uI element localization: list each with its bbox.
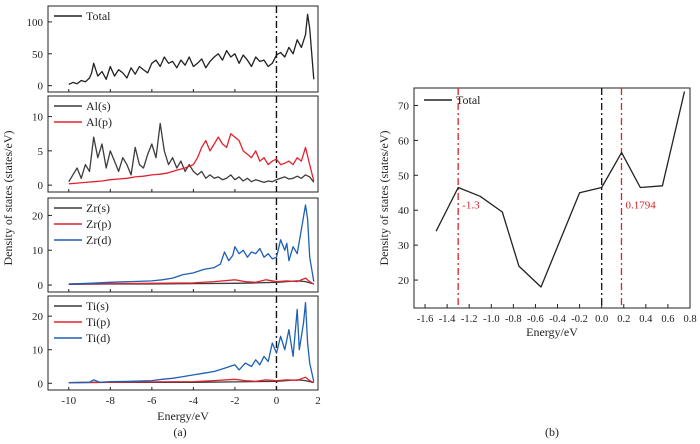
x-tick-label: 0.6 bbox=[661, 314, 674, 325]
caption-b: (b) bbox=[545, 425, 559, 439]
x-tick-label: 0.2 bbox=[617, 314, 630, 325]
x-tick-label: -1.0 bbox=[483, 314, 500, 325]
x-tick-label: 0 bbox=[274, 395, 280, 407]
panel-a-4: 0 10 20 Ti(s) Ti(p) Ti(d) -10 -8 -6 -4 -2 0 2 bbox=[32, 295, 321, 407]
x-tick-label: 0.0 bbox=[595, 314, 608, 325]
y-tick-label: 0 bbox=[38, 280, 44, 292]
y-tick-label: 70 bbox=[398, 100, 410, 112]
y-tick-label: 60 bbox=[398, 135, 410, 147]
legend-label: Ti(d) bbox=[86, 331, 110, 345]
chart-b: 20 30 40 50 60 70 -1.6 -1.4 -1.2 -1.0 -0.8 -0.6 -0.4… bbox=[377, 87, 697, 339]
legend-label: Al(p) bbox=[86, 115, 112, 129]
y-tick-label: 50 bbox=[32, 49, 44, 61]
x-tick-label: -2 bbox=[230, 395, 239, 407]
y-tick-label: 5 bbox=[38, 146, 44, 158]
legend-label: Zr(p) bbox=[86, 217, 111, 231]
panel-a-3: 0 10 20 Zr(s) Zr(p) Zr(d) bbox=[32, 197, 319, 293]
x-tick-label: -0.6 bbox=[527, 314, 544, 325]
panel-a-1: 0 50 100 Total bbox=[27, 5, 319, 93]
y-axis-label: Density of states (states/eV) bbox=[377, 131, 391, 266]
panel-frame bbox=[47, 197, 319, 293]
legend-label: Ti(s) bbox=[86, 299, 109, 313]
series-line-total bbox=[435, 91, 686, 288]
y-tick-label: 20 bbox=[32, 311, 44, 323]
series-line-tip bbox=[68, 376, 315, 384]
series-line-tid bbox=[68, 302, 315, 384]
x-tick-label: -0.2 bbox=[571, 314, 588, 325]
legend-label: Zr(d) bbox=[86, 233, 111, 247]
y-tick-label: 10 bbox=[32, 245, 44, 257]
panel-a-2: 0 5 10 Al(s) Al(p) bbox=[32, 95, 319, 193]
x-axis-label: Energy/eV bbox=[157, 409, 209, 423]
reference-line-label: 0.1794 bbox=[625, 199, 656, 211]
panel-frame bbox=[47, 95, 319, 193]
plot-frame bbox=[413, 87, 691, 309]
x-tick-label: -0.4 bbox=[549, 314, 566, 325]
x-tick-label: -1.6 bbox=[417, 314, 434, 325]
series-line-zrd bbox=[68, 204, 315, 285]
legend-label: Al(s) bbox=[86, 99, 111, 113]
series-line-zrp bbox=[68, 277, 315, 285]
x-tick-label: -0.8 bbox=[505, 314, 522, 325]
y-axis-label: Density of states (states/eV) bbox=[1, 131, 15, 266]
y-tick-label: 20 bbox=[32, 210, 44, 222]
legend-label: Zr(s) bbox=[86, 201, 110, 215]
series-line-total bbox=[68, 13, 315, 85]
y-tick-label: 50 bbox=[398, 170, 410, 182]
x-axis-label: Energy/eV bbox=[526, 325, 578, 339]
x-tick-label: 0.8 bbox=[683, 314, 696, 325]
x-tick-label: -6 bbox=[147, 395, 157, 407]
series-line-alp bbox=[68, 133, 315, 185]
legend-label: Ti(p) bbox=[86, 315, 110, 329]
y-tick-label: 20 bbox=[398, 275, 410, 287]
x-tick-label: 2 bbox=[315, 395, 321, 407]
legend-label: Total bbox=[456, 93, 481, 107]
y-tick-label: 100 bbox=[27, 17, 44, 29]
y-tick-label: 10 bbox=[32, 112, 44, 124]
reference-line-label: -1.3 bbox=[462, 199, 480, 211]
x-tick-label: -1.4 bbox=[439, 314, 456, 325]
y-tick-label: 30 bbox=[398, 240, 410, 252]
x-tick-label: -10 bbox=[61, 395, 76, 407]
y-tick-label: 0 bbox=[38, 180, 44, 192]
y-tick-label: 40 bbox=[398, 205, 410, 217]
x-tick-label: -1.2 bbox=[461, 314, 478, 325]
x-tick-label: -8 bbox=[106, 395, 116, 407]
y-tick-label: 0 bbox=[38, 378, 44, 390]
caption-a: (a) bbox=[173, 425, 186, 439]
x-tick-label: 0.4 bbox=[639, 314, 653, 325]
y-tick-label: 10 bbox=[32, 345, 44, 357]
series-line-als bbox=[68, 122, 315, 184]
panel-frame bbox=[47, 5, 319, 93]
legend-label: Total bbox=[86, 9, 111, 23]
x-tick-label: -4 bbox=[189, 395, 199, 407]
y-tick-label: 0 bbox=[38, 81, 44, 93]
